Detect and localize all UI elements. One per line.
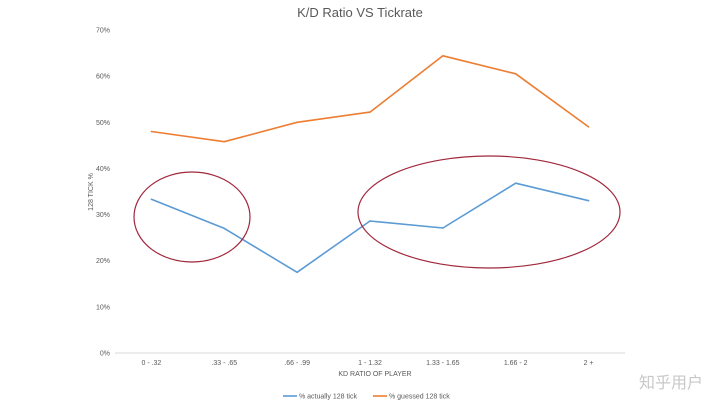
data-point — [587, 199, 590, 202]
legend-label: % actually 128 tick — [299, 394, 357, 401]
series-line-2 — [151, 54, 590, 143]
y-tick-label: 70% — [96, 28, 110, 35]
x-axis-title: KD RATIO OF PLAYER — [338, 371, 411, 378]
y-tick-label: 10% — [96, 304, 110, 311]
data-point — [296, 121, 298, 124]
data-point — [514, 73, 517, 75]
data-point — [223, 140, 226, 143]
y-tick-label: 40% — [96, 166, 110, 173]
y-tick-label: 0% — [100, 351, 110, 358]
data-point — [369, 220, 371, 222]
x-tick-label: .66 - .99 — [284, 360, 310, 367]
data-point — [587, 126, 590, 128]
data-point — [442, 55, 444, 57]
legend: % actually 128 tick % guessed 128 tick — [283, 394, 450, 401]
y-tick-label: 50% — [96, 120, 110, 127]
data-point — [514, 182, 517, 184]
series-line-1 — [151, 182, 589, 274]
data-point — [296, 271, 298, 274]
x-tick-label: 1.33 - 1.65 — [426, 360, 460, 367]
x-axis-ticks: 0 - .32 .33 - .65 .66 - .99 1 - 1.32 1.33 - … — [141, 360, 593, 367]
x-tick-label: 0 - .32 — [141, 360, 161, 367]
data-point — [223, 227, 226, 230]
y-axis-ticks: 0% 10% 20% 30% 40% 50% 60% 70% — [96, 28, 110, 358]
data-point — [369, 111, 371, 113]
y-axis-title: 128 TICK % — [88, 173, 95, 211]
x-tick-label: 1 - 1.32 — [358, 360, 382, 367]
data-point — [442, 227, 444, 229]
data-point — [150, 198, 153, 201]
x-tick-label: 2 + — [584, 360, 594, 367]
legend-label: % guessed 128 tick — [389, 394, 450, 401]
y-tick-label: 60% — [96, 74, 110, 81]
x-tick-label: .33 - .65 — [211, 360, 237, 367]
x-tick-label: 1.66 - 2 — [504, 360, 528, 367]
y-tick-label: 30% — [96, 212, 110, 219]
watermark: 知乎用户 — [639, 373, 703, 392]
data-point — [150, 130, 153, 133]
chart-title: K/D Ratio VS Tickrate — [297, 5, 423, 20]
annotation-ellipse-left — [133, 171, 251, 263]
series-layer — [150, 54, 590, 274]
annotation-ellipse-right — [357, 155, 621, 269]
y-tick-label: 20% — [96, 258, 110, 265]
